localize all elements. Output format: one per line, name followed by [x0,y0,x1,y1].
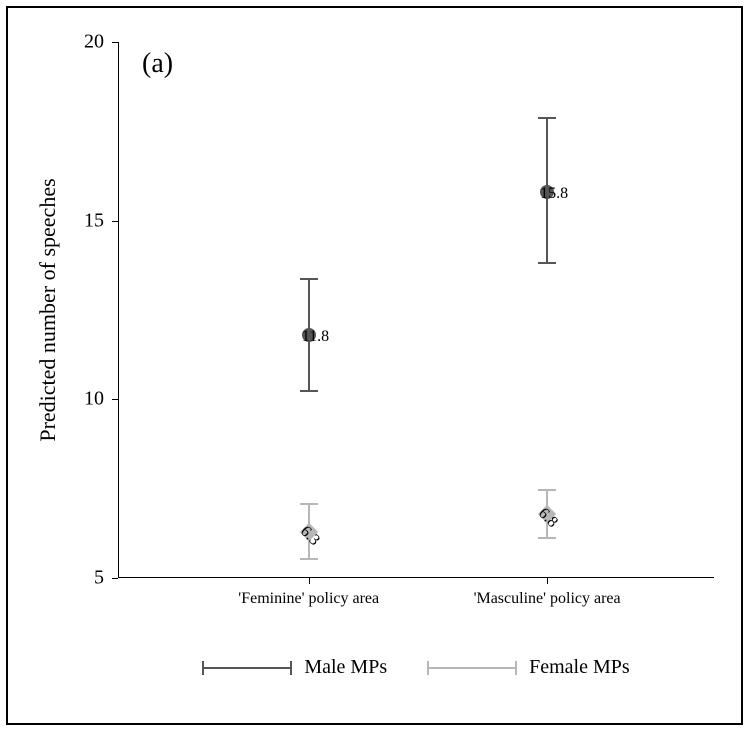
legend-label: Male MPs [304,656,387,679]
y-axis [118,42,119,578]
errorbar-cap-bottom [538,262,556,264]
ytick-label: 5 [64,567,104,590]
legend-cap-icon [427,661,429,675]
xtick [309,578,310,584]
legend-cap-icon [202,661,204,675]
series-marker: 6.3 [300,522,318,540]
ytick [112,221,118,222]
errorbar-cap-top [538,489,556,491]
errorbar-cap-bottom [300,558,318,560]
ytick [112,42,118,43]
ytick-label: 15 [64,209,104,232]
legend-sample-icon [202,661,292,675]
legend-cap-icon [515,661,517,675]
legend-item: Female MPs [427,656,630,679]
plot-area: 5101520'Feminine' policy area'Masculine'… [118,42,714,578]
panel-label: (a) [142,48,173,80]
xtick [547,578,548,584]
xtick-label: 'Feminine' policy area [238,590,379,608]
legend-line-icon [427,667,517,669]
errorbar-cap-bottom [538,537,556,539]
xtick-label: 'Masculine' policy area [474,590,621,608]
errorbar-cap-top [300,503,318,505]
legend-cap-icon [290,661,292,675]
errorbar-cap-top [538,117,556,119]
legend: Male MPs Female MPs [118,656,714,679]
ytick-label: 20 [64,31,104,54]
series-marker: 6.8 [538,504,556,522]
ytick-label: 10 [64,388,104,411]
ytick [112,578,118,579]
errorbar-cap-top [300,278,318,280]
legend-item: Male MPs [202,656,387,679]
legend-sample-icon [427,661,517,675]
legend-label: Female MPs [529,656,630,679]
x-axis [118,577,714,578]
series-marker: 15.8 [540,185,554,199]
y-axis-label: Predicted number of speeches [35,178,61,441]
ytick [112,399,118,400]
legend-line-icon [202,667,292,669]
series-marker: 11.8 [302,328,316,342]
errorbar-cap-bottom [300,390,318,392]
